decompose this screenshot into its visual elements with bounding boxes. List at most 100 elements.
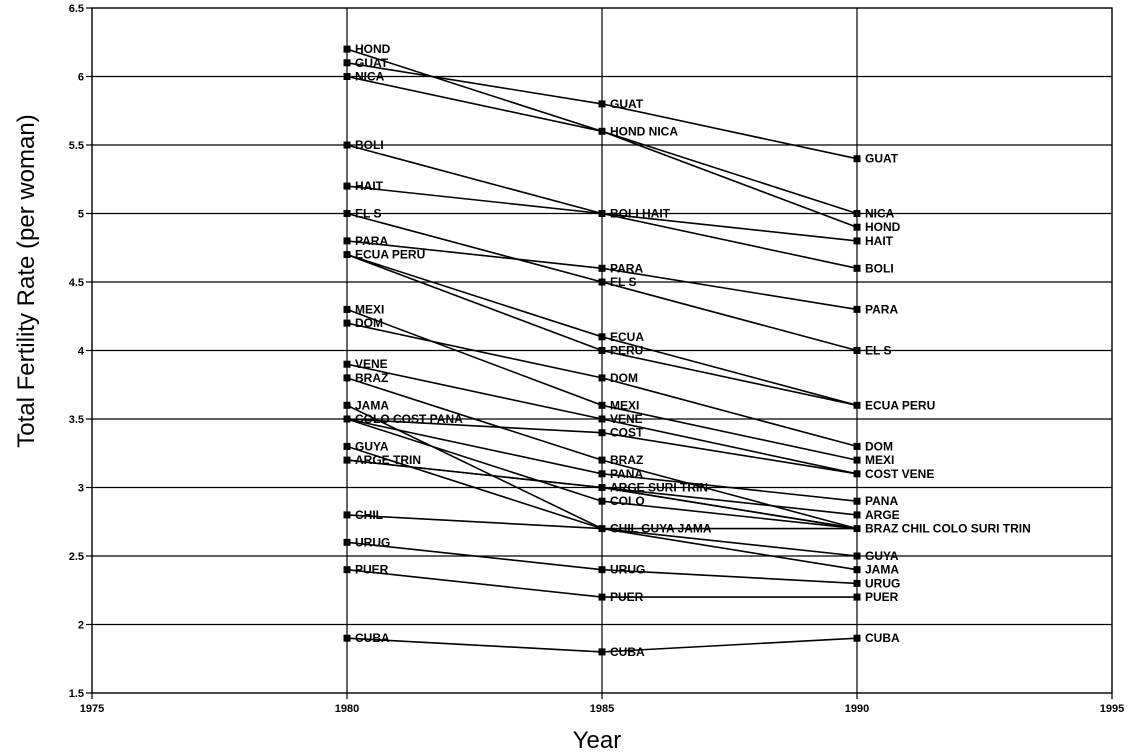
data-point [598, 278, 606, 286]
point-label: MEXI [865, 453, 894, 467]
point-label: ECUA [610, 330, 644, 344]
data-point [598, 210, 606, 217]
y-axis-title: Total Fertility Rate (per woman) [13, 114, 40, 447]
point-label: PARA [865, 302, 898, 316]
point-label: HOND [865, 220, 901, 234]
point-label: COLO COST PANA [355, 412, 463, 426]
point-label: HAIT [355, 179, 384, 193]
data-point [853, 442, 861, 450]
y-tick-label: 3 [78, 483, 84, 495]
y-tick-label: 6.5 [69, 3, 84, 15]
point-label: PARA [355, 234, 388, 248]
point-label: CHIL [355, 508, 383, 522]
point-label: URUG [355, 535, 390, 549]
data-point [343, 415, 351, 423]
data-point [343, 360, 351, 368]
data-markers [343, 45, 861, 656]
point-label: BOLI HAIT [610, 207, 671, 221]
point-label: PUER [865, 590, 899, 604]
data-point [853, 305, 861, 313]
data-point [598, 525, 606, 533]
data-point [343, 141, 351, 149]
point-label: COST VENE [865, 467, 934, 481]
data-point [598, 648, 606, 656]
data-point [343, 210, 351, 217]
point-label: BOLI [865, 261, 894, 275]
data-point [598, 401, 606, 409]
point-label: HOND NICA [610, 124, 678, 138]
x-tick-label: 1975 [80, 703, 104, 715]
data-point [853, 566, 861, 574]
data-point [343, 566, 351, 574]
data-point [343, 374, 351, 382]
point-label: ARGE TRIN [355, 453, 421, 467]
data-point [343, 251, 351, 259]
point-label: GUAT [865, 152, 899, 166]
data-point [853, 525, 861, 533]
point-label: GUYA [355, 439, 389, 453]
point-label: VENE [355, 357, 388, 371]
data-point [598, 415, 606, 423]
point-label: HOND [355, 42, 391, 56]
y-tick-label: 2.5 [69, 551, 84, 563]
point-label: NICA [865, 207, 895, 221]
point-label: NICA [355, 70, 385, 84]
data-point [853, 347, 861, 354]
point-label: GUYA [865, 549, 899, 563]
data-point [343, 319, 351, 327]
point-label: CUBA [865, 631, 900, 645]
data-point [853, 593, 861, 601]
data-point [853, 237, 861, 245]
data-point [343, 305, 351, 313]
x-tick-label: 1995 [1100, 703, 1124, 715]
point-labels: HOND GUAT NICA BOLI HAIT EL S PARA ECUA PERU MEX… [355, 42, 1031, 659]
data-point [343, 634, 351, 642]
data-point [853, 223, 861, 231]
point-label: PUER [610, 590, 644, 604]
point-label: URUG [610, 563, 645, 577]
point-label: COLO [610, 494, 645, 508]
data-point [598, 264, 606, 272]
data-point [343, 237, 351, 245]
series-line [601, 486, 858, 530]
point-label: PANA [610, 467, 643, 481]
data-point [598, 127, 606, 135]
data-point [598, 100, 606, 108]
point-label: PANA [865, 494, 898, 508]
data-point [598, 484, 606, 491]
point-label: PERU [610, 344, 643, 358]
point-label: ECUA PERU [865, 398, 935, 412]
point-label: DOM [610, 371, 638, 385]
y-tick-label: 3.5 [69, 414, 84, 426]
point-label: URUG [865, 576, 900, 590]
point-label: COST [610, 426, 644, 440]
point-label: HAIT [865, 234, 894, 248]
data-point [343, 45, 351, 53]
data-point [598, 456, 606, 464]
data-point [853, 470, 861, 478]
point-label: PUER [355, 563, 389, 577]
point-label: DOM [355, 316, 383, 330]
y-tick-label: 2 [78, 620, 84, 632]
point-label: BOLI [355, 138, 384, 152]
data-point [598, 566, 606, 574]
data-point [343, 401, 351, 409]
x-tick-label: 1990 [845, 703, 869, 715]
point-label: CUBA [355, 631, 390, 645]
data-point [853, 497, 861, 505]
data-point [853, 552, 861, 560]
data-point [343, 59, 351, 67]
data-point [598, 347, 606, 354]
point-label: MEXI [610, 398, 639, 412]
point-label: ARGE [865, 508, 900, 522]
data-point [853, 511, 861, 519]
data-point [598, 593, 606, 601]
data-point [598, 333, 606, 341]
axes: 1.5 2 2.5 3 3.5 4 4.5 5 5.5 6 6.5 1975 1980 1985 1990 1… [69, 3, 1125, 715]
point-label: EL S [610, 275, 636, 289]
y-tick-label: 5.5 [69, 140, 84, 152]
y-tick-label: 4 [78, 346, 85, 358]
x-axis-title: Year [573, 727, 622, 754]
point-label: EL S [865, 344, 891, 358]
